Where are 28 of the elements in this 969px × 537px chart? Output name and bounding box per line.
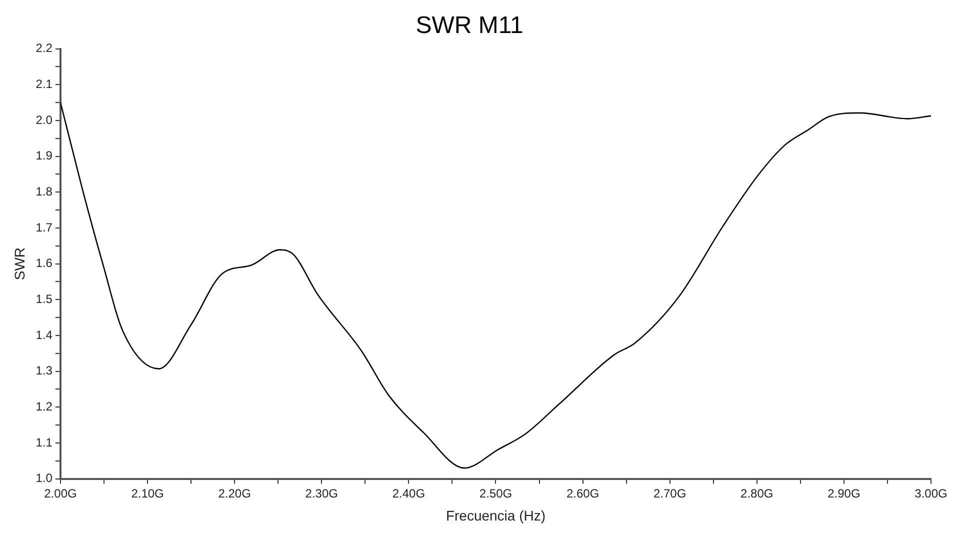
x-tick-label: 2.70G — [653, 486, 686, 500]
x-axis-title: Frecuencia (Hz) — [446, 507, 546, 524]
y-tick-label: 1.9 — [36, 148, 53, 163]
chart-title: SWR M11 — [416, 12, 524, 40]
y-tick-label: 2.0 — [36, 112, 53, 127]
y-tick-label: 2.2 — [36, 41, 53, 56]
y-tick-label: 1.8 — [36, 184, 53, 198]
y-tick-label: 2.1 — [36, 76, 53, 91]
y-tick-label: 1.0 — [36, 471, 53, 486]
x-tick-label: 2.60G — [566, 486, 600, 500]
x-tick-label: 2.20G — [218, 486, 251, 500]
y-tick-label: 1.7 — [36, 220, 53, 234]
x-tick-label: 2.30G — [305, 486, 338, 500]
y-tick-label: 1.1 — [36, 435, 53, 450]
y-tick-label: 1.6 — [36, 256, 53, 270]
y-tick-label: 1.4 — [36, 328, 53, 342]
y-tick-label: 1.3 — [36, 364, 53, 378]
x-tick-label: 2.50G — [479, 486, 512, 500]
y-axis-title: SWR — [11, 247, 28, 280]
x-tick-label: 2.10G — [131, 486, 164, 500]
x-tick-label: 2.90G — [828, 486, 860, 500]
y-tick-label: 1.5 — [36, 292, 53, 306]
x-tick-label: 3.00G — [914, 486, 948, 500]
y-tick-label: 1.2 — [36, 399, 53, 414]
line-series — [60, 102, 931, 469]
x-tick-label: 2.80G — [740, 486, 774, 500]
x-tick-label: 2.00G — [44, 486, 77, 500]
x-tick-label: 2.40G — [392, 486, 426, 500]
